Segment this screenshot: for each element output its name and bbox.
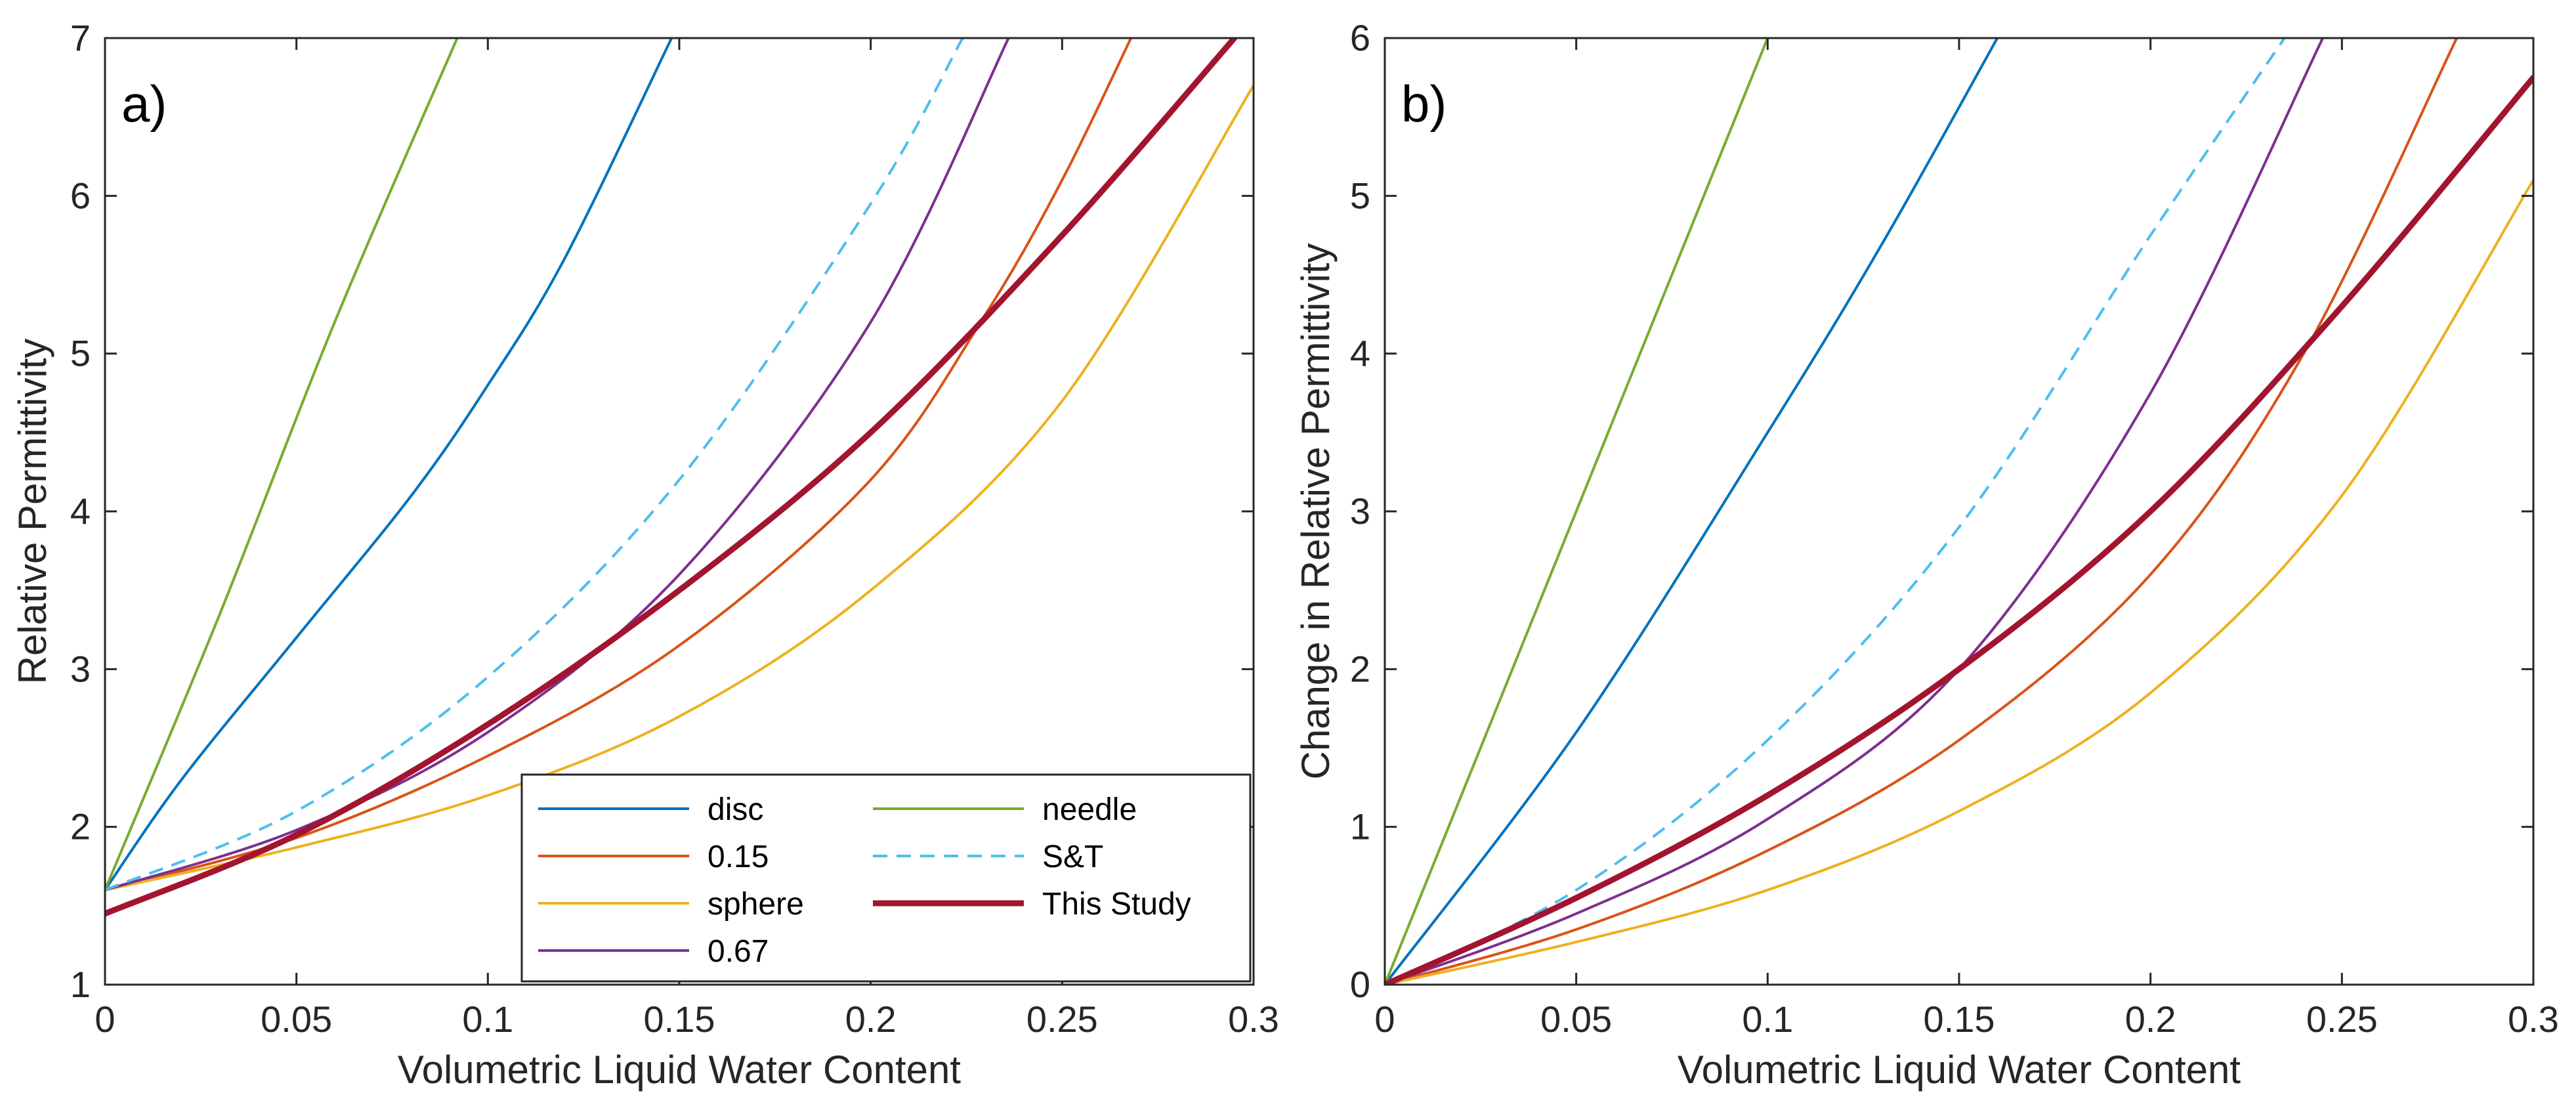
series-line-disc bbox=[105, 38, 673, 891]
y-tick-label: 7 bbox=[70, 17, 91, 58]
x-tick-label: 0.05 bbox=[1540, 998, 1612, 1040]
series-line-sphere bbox=[105, 84, 1254, 891]
series-line-disc bbox=[1385, 38, 1999, 985]
x-tick-label: 0.3 bbox=[1228, 998, 1279, 1040]
legend-label-needle: needle bbox=[1042, 792, 1137, 827]
y-tick-label: 0 bbox=[1350, 964, 1370, 1005]
series-line-sphere bbox=[1385, 179, 2533, 985]
series-line-this-study bbox=[1385, 74, 2533, 985]
panel-b: 0 0.05 0.1 0.15 0.2 0.25 0.3 0 1 2 3 4 5 6 Volumetric … bbox=[1294, 17, 2559, 1092]
y-tick-label: 5 bbox=[1350, 175, 1370, 216]
legend-label-s-t: S&T bbox=[1042, 840, 1103, 874]
plot-area bbox=[1385, 38, 2533, 985]
series-line-s-t bbox=[1385, 38, 2286, 985]
y-tick-label: 4 bbox=[1350, 333, 1370, 374]
series-line-0-15 bbox=[1385, 38, 2459, 985]
x-axis-label: Volumetric Liquid Water Content bbox=[1678, 1048, 2241, 1092]
x-axis-label: Volumetric Liquid Water Content bbox=[398, 1048, 961, 1092]
y-tick-label: 3 bbox=[70, 648, 91, 689]
legend-label-0-15: 0.15 bbox=[707, 840, 769, 874]
legend-label-this-study: This Study bbox=[1042, 887, 1191, 922]
x-tick-label: 0 bbox=[1374, 998, 1395, 1040]
x-tick-label: 0.3 bbox=[2508, 998, 2559, 1040]
y-tick-label: 6 bbox=[1350, 17, 1370, 58]
y-tick-label: 2 bbox=[70, 806, 91, 847]
x-tick-label: 0.2 bbox=[845, 998, 897, 1040]
panel-label: a) bbox=[121, 75, 167, 133]
x-tick-label: 0.2 bbox=[2125, 998, 2176, 1040]
legend-label-0-67: 0.67 bbox=[707, 934, 769, 969]
legend-label-sphere: sphere bbox=[707, 887, 804, 922]
series-line-needle bbox=[105, 38, 459, 891]
legend-label-disc: disc bbox=[707, 792, 763, 827]
x-tick-label: 0.25 bbox=[1026, 998, 1098, 1040]
y-axis-label: Change in Relative Permittivity bbox=[1294, 243, 1338, 779]
x-tick-label: 0.05 bbox=[261, 998, 332, 1040]
x-tick-label: 0.1 bbox=[1742, 998, 1793, 1040]
series-line-this-study bbox=[105, 38, 1238, 917]
y-tick-label: 3 bbox=[1350, 490, 1370, 532]
series-group bbox=[105, 38, 1254, 917]
x-tick-label: 0.15 bbox=[1924, 998, 1995, 1040]
x-tick-label: 0.15 bbox=[644, 998, 715, 1040]
series-line-0-67 bbox=[1385, 38, 2325, 985]
series-line-needle bbox=[1385, 38, 1769, 985]
series-line-s-t bbox=[105, 38, 964, 891]
y-tick-label: 1 bbox=[70, 964, 91, 1005]
panel-label: b) bbox=[1401, 75, 1446, 133]
y-tick-label: 1 bbox=[1350, 806, 1370, 847]
y-tick-label: 4 bbox=[70, 490, 91, 532]
panel-a: 0 0.05 0.1 0.15 0.2 0.25 0.3 1 2 3 4 5 6 7 Volumetric … bbox=[11, 17, 1279, 1092]
y-tick-label: 2 bbox=[1350, 648, 1370, 689]
series-line-0-15 bbox=[105, 38, 1133, 891]
x-tick-label: 0.1 bbox=[462, 998, 513, 1040]
y-axis-label: Relative Permittivity bbox=[11, 339, 54, 685]
y-tick-label: 6 bbox=[70, 175, 91, 216]
series-group bbox=[1385, 38, 2533, 985]
y-tick-label: 5 bbox=[70, 333, 91, 374]
x-tick-label: 0.25 bbox=[2306, 998, 2378, 1040]
x-tick-label: 0 bbox=[95, 998, 115, 1040]
